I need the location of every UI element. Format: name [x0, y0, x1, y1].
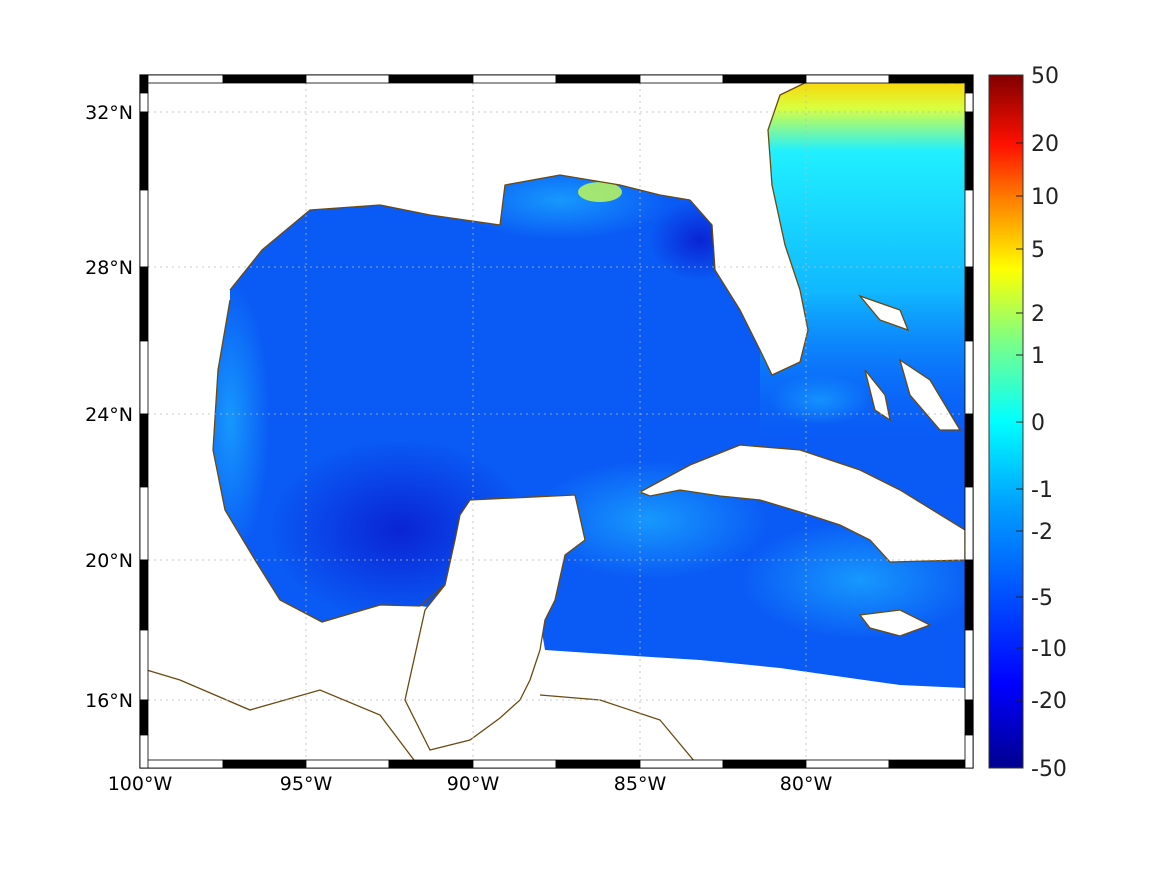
x-tick-label: 85°W: [614, 773, 667, 795]
florida-coast: [689, 77, 816, 376]
bahamas-land: [857, 294, 962, 431]
y-tick-label: 20°N: [85, 550, 133, 572]
frame-segment: [139, 266, 149, 342]
frame-segment: [139, 559, 149, 631]
frame-segment: [139, 759, 224, 769]
frame-segment: [139, 74, 224, 84]
colorbar-tick-label: -1: [1031, 478, 1053, 503]
frame-segment: [964, 559, 974, 631]
frame-segment: [888, 74, 974, 84]
frame-segment: [888, 759, 974, 769]
frame-segment: [639, 74, 724, 84]
frame-segment: [139, 734, 149, 769]
frame-segment: [639, 759, 724, 769]
y-tick-label: 24°N: [85, 404, 133, 426]
frame-segment: [722, 759, 807, 769]
y-tick-label: 28°N: [85, 257, 133, 279]
frame-segment: [964, 629, 974, 701]
frame-segment: [964, 413, 974, 488]
x-tick-label: 100°W: [108, 773, 173, 795]
frame-segment: [388, 759, 474, 769]
colorbar-tick-label: 20: [1031, 132, 1059, 157]
frame-segment: [964, 734, 974, 769]
coastlines: [139, 77, 966, 769]
y-tick-label: 16°N: [85, 690, 133, 712]
frame-segment: [555, 759, 641, 769]
honduras-coast: [539, 694, 701, 769]
frame-segment: [139, 111, 149, 191]
frame-segment: [305, 74, 390, 84]
frame-segment: [472, 74, 557, 84]
frame-segment: [472, 759, 557, 769]
latitude-axis: 32°N 28°N 24°N 20°N 16°N: [85, 102, 133, 712]
colorbar-tick-label: -5: [1031, 586, 1053, 611]
frame-segment: [964, 266, 974, 342]
frame-segment: [222, 74, 307, 84]
colorbar-tick-label: 1: [1031, 344, 1045, 369]
colorbar-tick-label: -10: [1031, 637, 1067, 662]
mexico-gulf-coast: [212, 299, 446, 623]
gulf-north-coast: [229, 174, 691, 291]
graticule: [148, 83, 965, 760]
x-tick-label: 95°W: [280, 773, 333, 795]
frame-segment: [722, 74, 807, 84]
colorbar-tick-label: 50: [1031, 64, 1059, 89]
frame-segment: [555, 74, 641, 84]
frame-segment: [139, 629, 149, 701]
frame-segment: [222, 759, 307, 769]
cuba-land: [638, 444, 966, 563]
frame-segment: [964, 189, 974, 268]
colorbar-tick-label: -2: [1031, 520, 1053, 545]
frame-segment: [964, 111, 974, 191]
frame-segment: [139, 340, 149, 415]
jamaica-land: [858, 609, 932, 637]
longitude-axis: 100°W 95°W 90°W 85°W 80°W: [108, 773, 833, 795]
frame-segment: [805, 759, 890, 769]
frame-segment: [964, 92, 974, 113]
frame-segment: [139, 189, 149, 268]
frame-segment: [964, 699, 974, 736]
x-tick-label: 90°W: [447, 773, 500, 795]
frame-segment: [139, 92, 149, 113]
frame-segment: [964, 486, 974, 561]
frame-segment: [964, 340, 974, 415]
colorbar-tick-label: 2: [1031, 302, 1045, 327]
frame-segment: [388, 74, 474, 84]
x-tick-label: 80°W: [780, 773, 833, 795]
map-plot-area: [139, 74, 974, 769]
frame-segment: [805, 74, 890, 84]
frame-segment: [139, 413, 149, 488]
colorbar-tick-label: -20: [1031, 689, 1067, 714]
colorbar-tick-label: 0: [1031, 411, 1045, 436]
colorbar-tick-label: 10: [1031, 185, 1059, 210]
yucatan-land: [404, 494, 586, 751]
frame-segment: [139, 699, 149, 736]
central-america-coast: [139, 667, 421, 769]
frame-segment: [305, 759, 390, 769]
y-tick-label: 32°N: [85, 102, 133, 124]
frame-segment: [964, 74, 974, 94]
colorbar-tick-label: 5: [1031, 238, 1045, 263]
frame-segment: [139, 74, 149, 94]
map-frame-border: [139, 74, 974, 769]
frame-segment: [139, 486, 149, 561]
colorbar-tick-label: -50: [1031, 757, 1067, 782]
